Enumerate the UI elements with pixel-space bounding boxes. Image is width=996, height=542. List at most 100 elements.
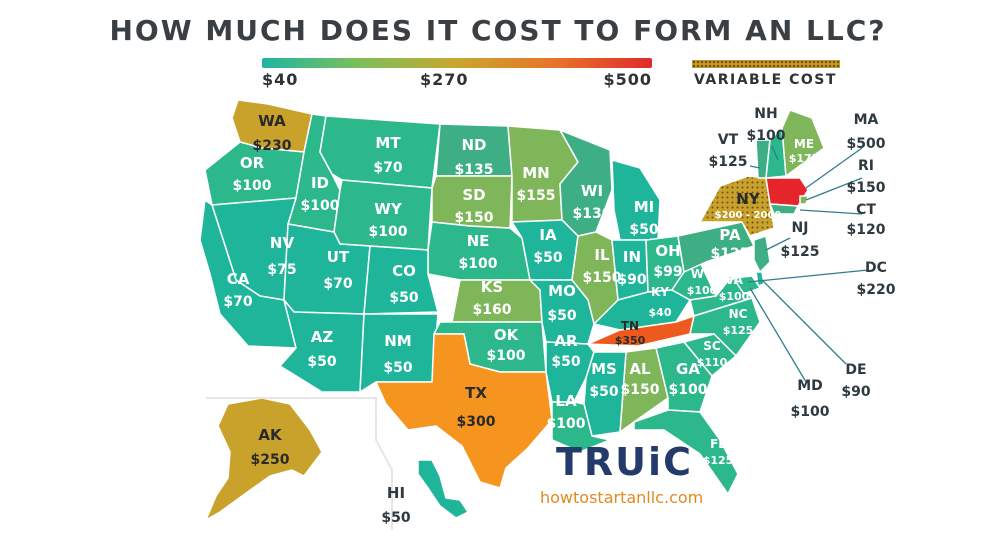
state-label-vt: VT (718, 132, 739, 148)
state-cost-ny: $200 - 2000 (715, 210, 782, 221)
state-cost-mn: $155 (517, 188, 556, 204)
state-label-tx: TX (465, 384, 487, 402)
state-label-or: OR (240, 154, 265, 172)
state-la[interactable] (551, 401, 611, 453)
state-label-sc: SC (703, 339, 721, 353)
state-nj[interactable] (753, 235, 771, 273)
state-cost-me: $175 (789, 152, 820, 165)
state-cost-md: $100 (791, 404, 830, 420)
state-label-tn: TN (621, 319, 639, 333)
state-nm[interactable] (359, 313, 439, 393)
state-cost-wa: $230 (253, 138, 292, 154)
state-label-fl: FL (710, 437, 726, 451)
state-ak[interactable] (205, 397, 323, 521)
state-cost-ak: $250 (251, 452, 290, 468)
state-label-ut: UT (327, 248, 350, 266)
state-label-ct: CT (856, 202, 876, 218)
state-label-ga: GA (676, 360, 700, 378)
state-cost-pa: $125 (711, 246, 750, 262)
state-label-in: IN (623, 248, 641, 266)
leader-line-md (749, 287, 807, 383)
legend-mid-label: $270 (420, 70, 469, 89)
state-label-ma: MA (854, 112, 879, 128)
state-label-oh: OH (655, 242, 680, 260)
state-cost-wv: $100 (687, 284, 718, 297)
state-cost-dc: $220 (857, 282, 896, 298)
state-cost-va: $100 (719, 290, 750, 303)
variable-cost-swatch (692, 60, 840, 68)
state-label-sd: SD (462, 186, 485, 204)
legend-min-label: $40 (262, 70, 299, 89)
state-cost-ut: $70 (323, 276, 352, 292)
state-label-wa: WA (258, 112, 286, 130)
state-mt[interactable] (319, 115, 441, 189)
state-label-mi: MI (634, 198, 655, 216)
state-label-nv: NV (270, 234, 295, 252)
state-label-de: DE (845, 362, 866, 378)
state-wv[interactable] (671, 261, 717, 301)
state-co[interactable] (363, 245, 439, 315)
leader-line-dc (747, 269, 869, 283)
state-cost-ar: $50 (551, 354, 580, 370)
cost-legend: $40 $270 $500 (262, 58, 652, 89)
state-cost-ms: $50 (589, 384, 618, 400)
state-cost-de: $90 (841, 384, 870, 400)
state-cost-ky: $40 (649, 306, 672, 319)
leader-line-nh (771, 145, 779, 161)
state-cost-il: $150 (583, 270, 622, 286)
state-tx[interactable] (375, 333, 553, 489)
leader-line-ri (805, 177, 863, 201)
state-label-mn: MN (522, 164, 549, 182)
state-cost-mt: $70 (373, 160, 402, 176)
inset-frame (206, 397, 393, 530)
state-label-co: CO (392, 262, 416, 280)
state-label-ny: NY (736, 190, 761, 208)
state-cost-hi: $50 (381, 510, 410, 526)
state-cost-or: $100 (233, 178, 272, 194)
state-shapes (199, 99, 825, 530)
state-label-al: AL (629, 360, 651, 378)
state-cost-ca: $70 (223, 294, 252, 310)
state-cost-in: $90 (617, 272, 646, 288)
state-label-nm: NM (384, 332, 411, 350)
state-cost-ct: $120 (847, 222, 886, 238)
state-label-az: AZ (311, 328, 334, 346)
state-cost-sc: $110 (697, 356, 728, 369)
state-ct[interactable] (769, 203, 799, 215)
state-hi[interactable] (417, 459, 469, 519)
leader-line-vt (749, 165, 761, 169)
state-label-ky: KY (651, 285, 669, 299)
state-cost-ne: $100 (459, 256, 498, 272)
state-me[interactable] (781, 109, 825, 177)
state-ri[interactable] (799, 195, 809, 205)
state-label-nj: NJ (792, 220, 809, 236)
state-label-ne: NE (467, 232, 490, 250)
state-cost-tn: $350 (615, 334, 646, 347)
state-cost-nj: $125 (781, 244, 820, 260)
leader-line-ct (799, 209, 863, 215)
state-cost-ga: $100 (669, 382, 708, 398)
state-label-il: IL (594, 246, 610, 264)
state-cost-oh: $99 (653, 264, 682, 280)
state-label-ri: RI (858, 158, 874, 174)
state-cost-nh: $100 (747, 128, 786, 144)
state-cost-wy: $100 (369, 224, 408, 240)
state-label-me: ME (794, 137, 814, 151)
state-label-mo: MO (548, 282, 576, 300)
state-cost-ia: $50 (533, 250, 562, 266)
leader-line-nj (765, 237, 791, 251)
state-label-nd: ND (461, 136, 486, 154)
state-cost-tx: $300 (457, 414, 496, 430)
state-cost-co: $50 (389, 290, 418, 306)
map-title: HOW MUCH DOES IT COST TO FORM AN LLC? (109, 14, 887, 47)
state-label-mt: MT (375, 134, 401, 152)
state-label-ok: OK (494, 326, 520, 344)
state-label-pa: PA (719, 226, 741, 244)
state-cost-ok: $100 (487, 348, 526, 364)
state-fl[interactable] (633, 409, 739, 495)
state-cost-nv: $75 (267, 262, 296, 278)
brand-url[interactable]: howtostartanllc.com (540, 488, 704, 507)
state-pa[interactable] (677, 221, 755, 273)
